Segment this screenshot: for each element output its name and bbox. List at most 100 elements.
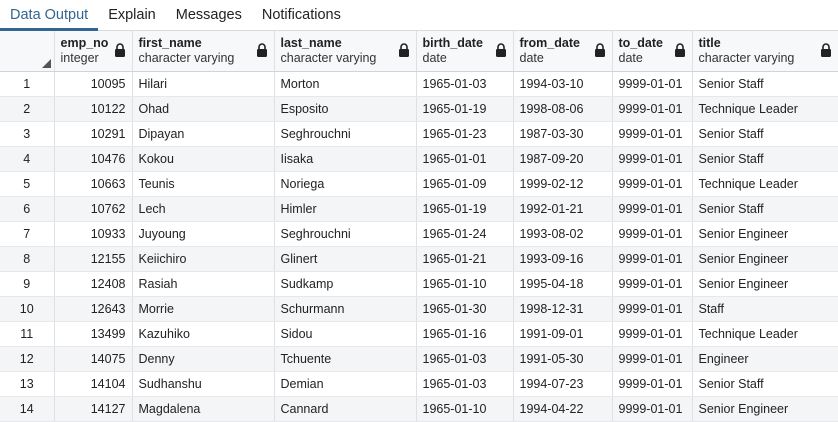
column-header-last-name[interactable]: last_name character varying — [274, 31, 417, 72]
row-number[interactable]: 11 — [0, 321, 55, 347]
row-number[interactable]: 9 — [0, 271, 55, 297]
cell-to-date[interactable]: 9999-01-01 — [612, 146, 693, 172]
cell-from-date[interactable]: 1999-02-12 — [513, 171, 613, 197]
row-number[interactable]: 7 — [0, 221, 55, 247]
cell-from-date[interactable]: 1987-09-20 — [513, 146, 613, 172]
cell-title[interactable]: Senior Engineer — [692, 271, 838, 297]
cell-from-date[interactable]: 1998-08-06 — [513, 96, 613, 122]
cell-from-date[interactable]: 1994-04-22 — [513, 396, 613, 422]
column-header-birth-date[interactable]: birth_date date — [416, 31, 514, 72]
cell-first-name[interactable]: Dipayan — [132, 121, 275, 147]
cell-title[interactable]: Engineer — [692, 346, 838, 372]
cell-from-date[interactable]: 1993-09-16 — [513, 246, 613, 272]
cell-first-name[interactable]: Kazuhiko — [132, 321, 275, 347]
cell-from-date[interactable]: 1994-03-10 — [513, 71, 613, 97]
row-number[interactable]: 12 — [0, 346, 55, 372]
cell-emp-no[interactable]: 10663 — [54, 171, 133, 197]
row-number[interactable]: 4 — [0, 146, 55, 172]
cell-to-date[interactable]: 9999-01-01 — [612, 271, 693, 297]
column-header-from-date[interactable]: from_date date — [513, 31, 613, 72]
cell-last-name[interactable]: Demian — [274, 371, 417, 397]
cell-title[interactable]: Technique Leader — [692, 171, 838, 197]
cell-first-name[interactable]: Juyoung — [132, 221, 275, 247]
cell-title[interactable]: Senior Staff — [692, 71, 838, 97]
cell-title[interactable]: Senior Staff — [692, 146, 838, 172]
cell-title[interactable]: Senior Engineer — [692, 396, 838, 422]
column-header-to-date[interactable]: to_date date — [612, 31, 693, 72]
cell-from-date[interactable]: 1992-01-21 — [513, 196, 613, 222]
cell-to-date[interactable]: 9999-01-01 — [612, 346, 693, 372]
cell-to-date[interactable]: 9999-01-01 — [612, 71, 693, 97]
cell-birth-date[interactable]: 1965-01-01 — [416, 146, 514, 172]
cell-birth-date[interactable]: 1965-01-03 — [416, 346, 514, 372]
cell-first-name[interactable]: Ohad — [132, 96, 275, 122]
cell-from-date[interactable]: 1998-12-31 — [513, 296, 613, 322]
table-row[interactable]: 4 10476 Kokou Iisaka 1965-01-01 1987-09-20 999… — [0, 146, 838, 172]
tab-messages[interactable]: Messages — [175, 6, 242, 23]
cell-title[interactable]: Senior Staff — [692, 121, 838, 147]
table-row[interactable]: 7 10933 Juyoung Seghrouchni 1965-01-24 1993-0… — [0, 221, 838, 247]
cell-emp-no[interactable]: 10095 — [54, 71, 133, 97]
cell-emp-no[interactable]: 10762 — [54, 196, 133, 222]
cell-birth-date[interactable]: 1965-01-24 — [416, 221, 514, 247]
column-header-first-name[interactable]: first_name character varying — [132, 31, 275, 72]
cell-first-name[interactable]: Denny — [132, 346, 275, 372]
cell-from-date[interactable]: 1995-04-18 — [513, 271, 613, 297]
table-row[interactable]: 13 14104 Sudhanshu Demian 1965-01-03 1994-07-… — [0, 371, 838, 397]
cell-first-name[interactable]: Keiichiro — [132, 246, 275, 272]
row-number[interactable]: 3 — [0, 121, 55, 147]
cell-birth-date[interactable]: 1965-01-23 — [416, 121, 514, 147]
cell-from-date[interactable]: 1993-08-02 — [513, 221, 613, 247]
cell-birth-date[interactable]: 1965-01-03 — [416, 371, 514, 397]
cell-last-name[interactable]: Himler — [274, 196, 417, 222]
cell-last-name[interactable]: Iisaka — [274, 146, 417, 172]
cell-title[interactable]: Senior Engineer — [692, 246, 838, 272]
cell-to-date[interactable]: 9999-01-01 — [612, 196, 693, 222]
cell-first-name[interactable]: Teunis — [132, 171, 275, 197]
cell-to-date[interactable]: 9999-01-01 — [612, 321, 693, 347]
cell-title[interactable]: Senior Staff — [692, 371, 838, 397]
cell-title[interactable]: Senior Staff — [692, 196, 838, 222]
cell-from-date[interactable]: 1991-05-30 — [513, 346, 613, 372]
cell-last-name[interactable]: Sudkamp — [274, 271, 417, 297]
table-row[interactable]: 2 10122 Ohad Esposito 1965-01-19 1998-08-06 99… — [0, 96, 838, 122]
cell-to-date[interactable]: 9999-01-01 — [612, 246, 693, 272]
cell-emp-no[interactable]: 14104 — [54, 371, 133, 397]
cell-first-name[interactable]: Magdalena — [132, 396, 275, 422]
cell-emp-no[interactable]: 14127 — [54, 396, 133, 422]
cell-last-name[interactable]: Morton — [274, 71, 417, 97]
cell-to-date[interactable]: 9999-01-01 — [612, 121, 693, 147]
tab-data-output[interactable]: Data Output — [0, 0, 99, 31]
cell-last-name[interactable]: Seghrouchni — [274, 121, 417, 147]
cell-birth-date[interactable]: 1965-01-16 — [416, 321, 514, 347]
cell-last-name[interactable]: Sidou — [274, 321, 417, 347]
table-row[interactable]: 11 13499 Kazuhiko Sidou 1965-01-16 1991-09-01… — [0, 321, 838, 347]
table-row[interactable]: 1 10095 Hilari Morton 1965-01-03 1994-03-10 99… — [0, 71, 838, 97]
cell-first-name[interactable]: Morrie — [132, 296, 275, 322]
cell-emp-no[interactable]: 10476 — [54, 146, 133, 172]
column-header-title[interactable]: title character varying — [692, 31, 838, 72]
cell-first-name[interactable]: Sudhanshu — [132, 371, 275, 397]
cell-emp-no[interactable]: 10291 — [54, 121, 133, 147]
cell-emp-no[interactable]: 13499 — [54, 321, 133, 347]
cell-to-date[interactable]: 9999-01-01 — [612, 296, 693, 322]
cell-birth-date[interactable]: 1965-01-03 — [416, 71, 514, 97]
table-row[interactable]: 12 14075 Denny Tchuente 1965-01-03 1991-05-30… — [0, 346, 838, 372]
cell-title[interactable]: Technique Leader — [692, 321, 838, 347]
cell-to-date[interactable]: 9999-01-01 — [612, 371, 693, 397]
row-number[interactable]: 14 — [0, 396, 55, 422]
row-number[interactable]: 1 — [0, 71, 55, 97]
cell-emp-no[interactable]: 12408 — [54, 271, 133, 297]
cell-title[interactable]: Staff — [692, 296, 838, 322]
cell-from-date[interactable]: 1987-03-30 — [513, 121, 613, 147]
cell-birth-date[interactable]: 1965-01-09 — [416, 171, 514, 197]
cell-first-name[interactable]: Lech — [132, 196, 275, 222]
cell-birth-date[interactable]: 1965-01-10 — [416, 271, 514, 297]
table-row[interactable]: 10 12643 Morrie Schurmann 1965-01-30 1998-12-… — [0, 296, 838, 322]
row-number[interactable]: 8 — [0, 246, 55, 272]
cell-emp-no[interactable]: 12643 — [54, 296, 133, 322]
cell-birth-date[interactable]: 1965-01-30 — [416, 296, 514, 322]
row-number[interactable]: 5 — [0, 171, 55, 197]
row-number[interactable]: 2 — [0, 96, 55, 122]
cell-to-date[interactable]: 9999-01-01 — [612, 96, 693, 122]
